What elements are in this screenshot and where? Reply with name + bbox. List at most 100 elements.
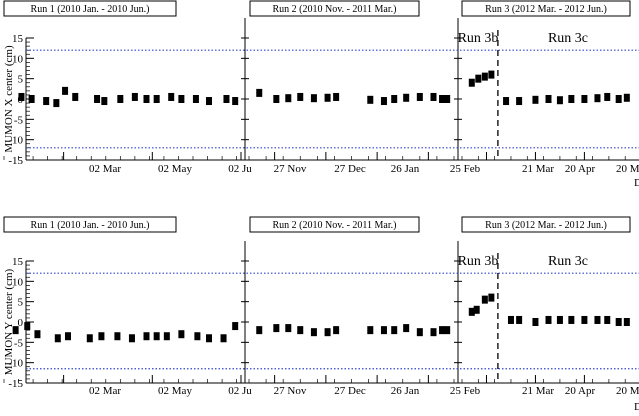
x-tick-label: 26 Jan [391,385,420,397]
data-point [163,332,170,341]
data-point [206,97,213,106]
data-point [430,328,437,337]
data-point [34,330,41,339]
y-tick-label: -10 [8,358,23,370]
data-point [98,332,105,341]
data-point [556,96,563,105]
data-point [604,92,611,101]
data-point [439,95,446,103]
y-tick-label: 15 [12,33,24,45]
data-point [416,92,423,101]
data-point [473,305,480,314]
data-point [333,92,340,101]
data-point [128,334,135,343]
data-point [131,92,138,101]
data-point [615,95,622,103]
panel-title-box [461,216,631,233]
data-point [594,94,601,103]
data-point [623,318,630,326]
data-point [206,334,213,343]
x-tick-label: 02 Ju [228,385,252,397]
x-axis-title: Date [634,401,639,413]
data-point [256,326,263,335]
x-tick-label: 02 May [158,385,192,397]
panel-title: Run 3 (2012 Mar. - 2012 Jun.) [485,220,607,231]
chart-x-center [3,0,639,161]
y-tick-label: -5 [14,337,24,349]
data-point [153,95,160,103]
panel-title: Run 2 (2010 Nov. - 2011 Mar.) [273,220,397,231]
data-point [581,315,588,324]
data-point [178,95,185,103]
x-tick-label: 21 Mar [522,385,554,397]
x-tick-label: 20 Apr [565,385,596,397]
data-point [488,70,495,79]
panel-title: Run 1 (2010 Jan. - 2010 Jun.) [31,220,150,231]
x-tick-label: 02 Mar [89,385,121,397]
data-point [481,72,488,81]
y-axis-title: MUMON Y center (cm) [3,268,15,375]
data-point [516,315,523,324]
x-tick-label: 20 Apr [565,163,596,175]
data-point [72,92,79,101]
x-tick-label: 27 Nov [274,385,307,397]
data-point [297,326,304,335]
x-tick-label: 26 Jan [391,163,420,175]
data-point [333,326,340,335]
data-point [273,324,280,333]
data-point [545,95,552,103]
y-tick-label: 10 [12,53,24,65]
panel-title-box [3,0,177,17]
data-point [24,322,31,331]
data-point [62,86,69,95]
x-tick-label: 02 May [158,163,192,175]
data-point [94,95,101,103]
data-point [568,95,575,103]
data-point [28,95,35,103]
x-tick-label: 25 Feb [450,163,481,175]
panel-title-box [249,216,420,233]
y-tick-label: 15 [12,256,24,268]
y-tick-label: 5 [18,74,24,86]
data-point [604,315,611,324]
data-point [581,95,588,103]
data-point [285,324,292,333]
data-point [232,322,239,331]
x-tick-label: 21 Mar [522,163,554,175]
x-axis-title: Date [634,177,639,189]
x-tick-label: 27 Nov [274,163,307,175]
data-point [468,78,475,87]
data-point [18,92,25,101]
data-point [444,326,451,335]
data-point [615,318,622,326]
data-point [488,293,495,302]
data-point [481,295,488,304]
data-point [468,307,475,316]
data-point [168,92,175,101]
run3c-label: Run 3c [548,254,588,269]
panel-title-box [3,216,177,233]
y-tick-label: -15 [8,378,23,390]
data-point [367,95,374,104]
y-tick-label: -15 [8,155,23,167]
data-point [117,95,124,103]
x-tick-label: 02 Ju [228,163,252,175]
data-point [594,315,601,324]
data-point [391,326,398,335]
panel-title: Run 3 (2012 Mar. - 2012 Jun.) [485,4,607,15]
data-point [12,326,19,335]
data-point [194,332,201,341]
data-point [380,326,387,335]
data-point [380,97,387,106]
data-point [439,326,446,335]
panel-title: Run 2 (2010 Nov. - 2011 Mar.) [273,4,397,15]
data-point [516,97,523,106]
y-tick-label: 0 [18,94,24,106]
data-point [430,92,437,101]
data-point [324,328,331,337]
data-point [285,94,292,103]
data-point [86,334,93,343]
y-tick-label: 5 [18,297,24,309]
